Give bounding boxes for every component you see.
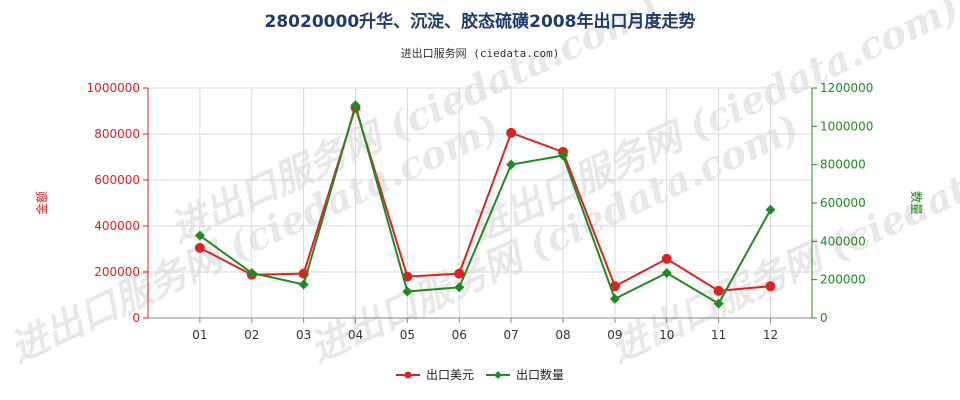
- right-tick-label: 400000: [820, 234, 866, 248]
- x-tick-label: 07: [503, 328, 518, 342]
- legend-label: 出口数量: [516, 367, 564, 382]
- data-point[interactable]: [506, 159, 517, 170]
- x-tick-label: 06: [452, 328, 467, 342]
- legend-item[interactable]: 出口美元: [396, 368, 474, 382]
- series-layer: [194, 100, 776, 309]
- left-tick-label: 400000: [94, 219, 140, 233]
- x-tick-label: 02: [244, 328, 259, 342]
- legend-marker: [404, 371, 412, 379]
- right-axis-ticks: 0 200000 400000 600000 800000 1000000 1200000: [812, 81, 873, 325]
- data-point[interactable]: [609, 293, 620, 304]
- x-tick-label: 08: [555, 328, 570, 342]
- left-tick-label: 0: [132, 311, 140, 325]
- series-1: [194, 102, 776, 296]
- legend-marker: [494, 371, 502, 379]
- right-tick-label: 1000000: [820, 119, 873, 133]
- legend[interactable]: 出口美元 出口数量: [396, 367, 564, 382]
- data-point[interactable]: [558, 150, 568, 161]
- data-point[interactable]: [609, 281, 620, 292]
- x-tick-label: 09: [607, 328, 622, 342]
- x-tick-label: 05: [400, 328, 415, 342]
- data-point[interactable]: [194, 230, 205, 241]
- data-point[interactable]: [298, 279, 309, 290]
- x-tick-label: 10: [659, 328, 674, 342]
- data-point[interactable]: [194, 242, 205, 253]
- right-tick-label: 0: [820, 311, 828, 325]
- x-tick-label: 01: [192, 328, 207, 342]
- chart-title: 28020000升华、沉淀、胶态硫磺2008年出口月度走势: [265, 11, 696, 32]
- left-axis-label: 金额: [34, 191, 49, 215]
- left-tick-label: 200000: [94, 265, 140, 279]
- legend-label: 出口美元: [426, 368, 474, 382]
- series-line: [199, 101, 772, 306]
- right-tick-label: 800000: [820, 158, 866, 172]
- left-tick-label: 800000: [94, 127, 140, 141]
- data-point[interactable]: [713, 285, 724, 296]
- left-axis-ticks: 0 200000 400000 600000 800000 1000000: [87, 81, 148, 325]
- right-tick-label: 600000: [820, 196, 866, 210]
- data-point[interactable]: [454, 268, 465, 279]
- data-point[interactable]: [765, 204, 776, 215]
- data-point[interactable]: [765, 281, 776, 292]
- right-tick-label: 1200000: [820, 81, 873, 95]
- data-point[interactable]: [350, 100, 361, 111]
- data-point[interactable]: [713, 298, 724, 309]
- data-point[interactable]: [661, 267, 672, 278]
- series-2: [194, 100, 776, 309]
- x-tick-label: 12: [763, 328, 778, 342]
- x-tick-label: 03: [296, 328, 311, 342]
- legend-item[interactable]: 出口数量: [486, 367, 564, 382]
- data-point[interactable]: [506, 127, 517, 138]
- left-tick-label: 1000000: [87, 81, 140, 95]
- chart-subtitle: 进出口服务网 (ciedata.com): [401, 46, 560, 60]
- data-point[interactable]: [246, 267, 257, 278]
- right-tick-label: 200000: [820, 273, 866, 287]
- left-tick-label: 600000: [94, 173, 140, 187]
- series-line: [199, 104, 771, 292]
- data-point[interactable]: [454, 282, 465, 293]
- data-point[interactable]: [402, 286, 413, 297]
- x-tick-label: 04: [348, 328, 363, 342]
- x-tick-label: 11: [711, 328, 726, 342]
- data-point[interactable]: [661, 253, 672, 264]
- x-axis-ticks: 01 02 03 04 05 06 07 08 09 10 11 12: [192, 318, 778, 342]
- right-axis-label: 数量: [909, 191, 924, 215]
